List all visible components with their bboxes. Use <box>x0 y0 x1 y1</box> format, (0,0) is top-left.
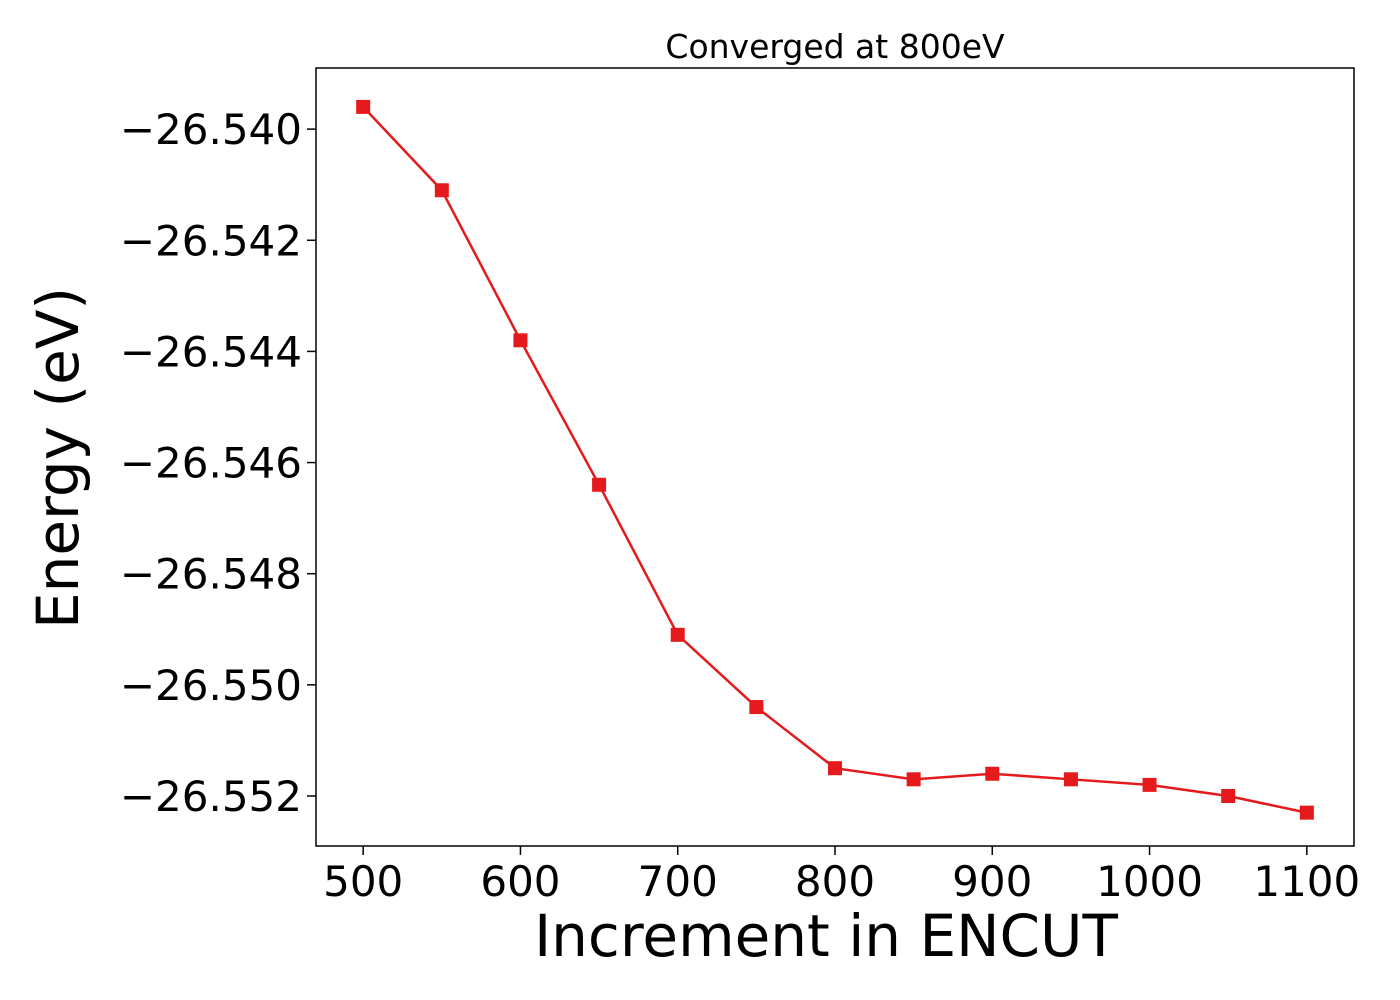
y-axis: −26.540 −26.542 −26.544 −26.546 −26.548 −26.5… <box>120 105 316 821</box>
y-tick-label: −26.546 <box>120 439 302 488</box>
x-axis: 500 600 700 800 900 1000 1100 <box>323 846 1360 906</box>
data-point-marker <box>749 700 764 715</box>
data-point-marker <box>906 772 921 787</box>
x-tick-label: 600 <box>480 857 560 906</box>
y-tick-label: −26.552 <box>120 772 302 821</box>
x-tick-label: 800 <box>795 857 875 906</box>
data-point-marker <box>1063 772 1078 787</box>
x-tick-label: 500 <box>323 857 403 906</box>
data-point-marker <box>828 761 842 776</box>
y-axis-title: Energy (eV) <box>24 287 92 629</box>
data-point-marker <box>592 477 607 492</box>
data-point-marker <box>356 99 371 114</box>
x-tick-label: 700 <box>638 857 718 906</box>
chart-title: Converged at 800eV <box>665 27 1005 66</box>
y-tick-label: −26.540 <box>120 105 302 154</box>
y-tick-label: −26.544 <box>120 327 302 376</box>
plot-area-frame <box>315 67 1355 847</box>
series-line <box>362 106 1308 814</box>
x-tick-label: 900 <box>952 857 1032 906</box>
data-point-marker <box>1142 777 1157 792</box>
data-point-marker <box>434 183 449 198</box>
x-axis-title: Increment in ENCUT <box>534 902 1118 970</box>
data-point-marker <box>670 627 685 642</box>
y-tick-label: −26.550 <box>120 661 302 710</box>
y-tick-label: −26.542 <box>120 216 302 265</box>
x-tick-label: 1100 <box>1253 857 1360 906</box>
data-point-marker <box>985 766 1000 781</box>
y-tick-label: −26.548 <box>120 550 302 599</box>
data-point-marker <box>1221 788 1236 803</box>
series-layer <box>356 99 1314 820</box>
x-tick-label: 1000 <box>1096 857 1203 906</box>
data-point-marker <box>1299 805 1314 820</box>
data-point-marker <box>513 333 528 348</box>
